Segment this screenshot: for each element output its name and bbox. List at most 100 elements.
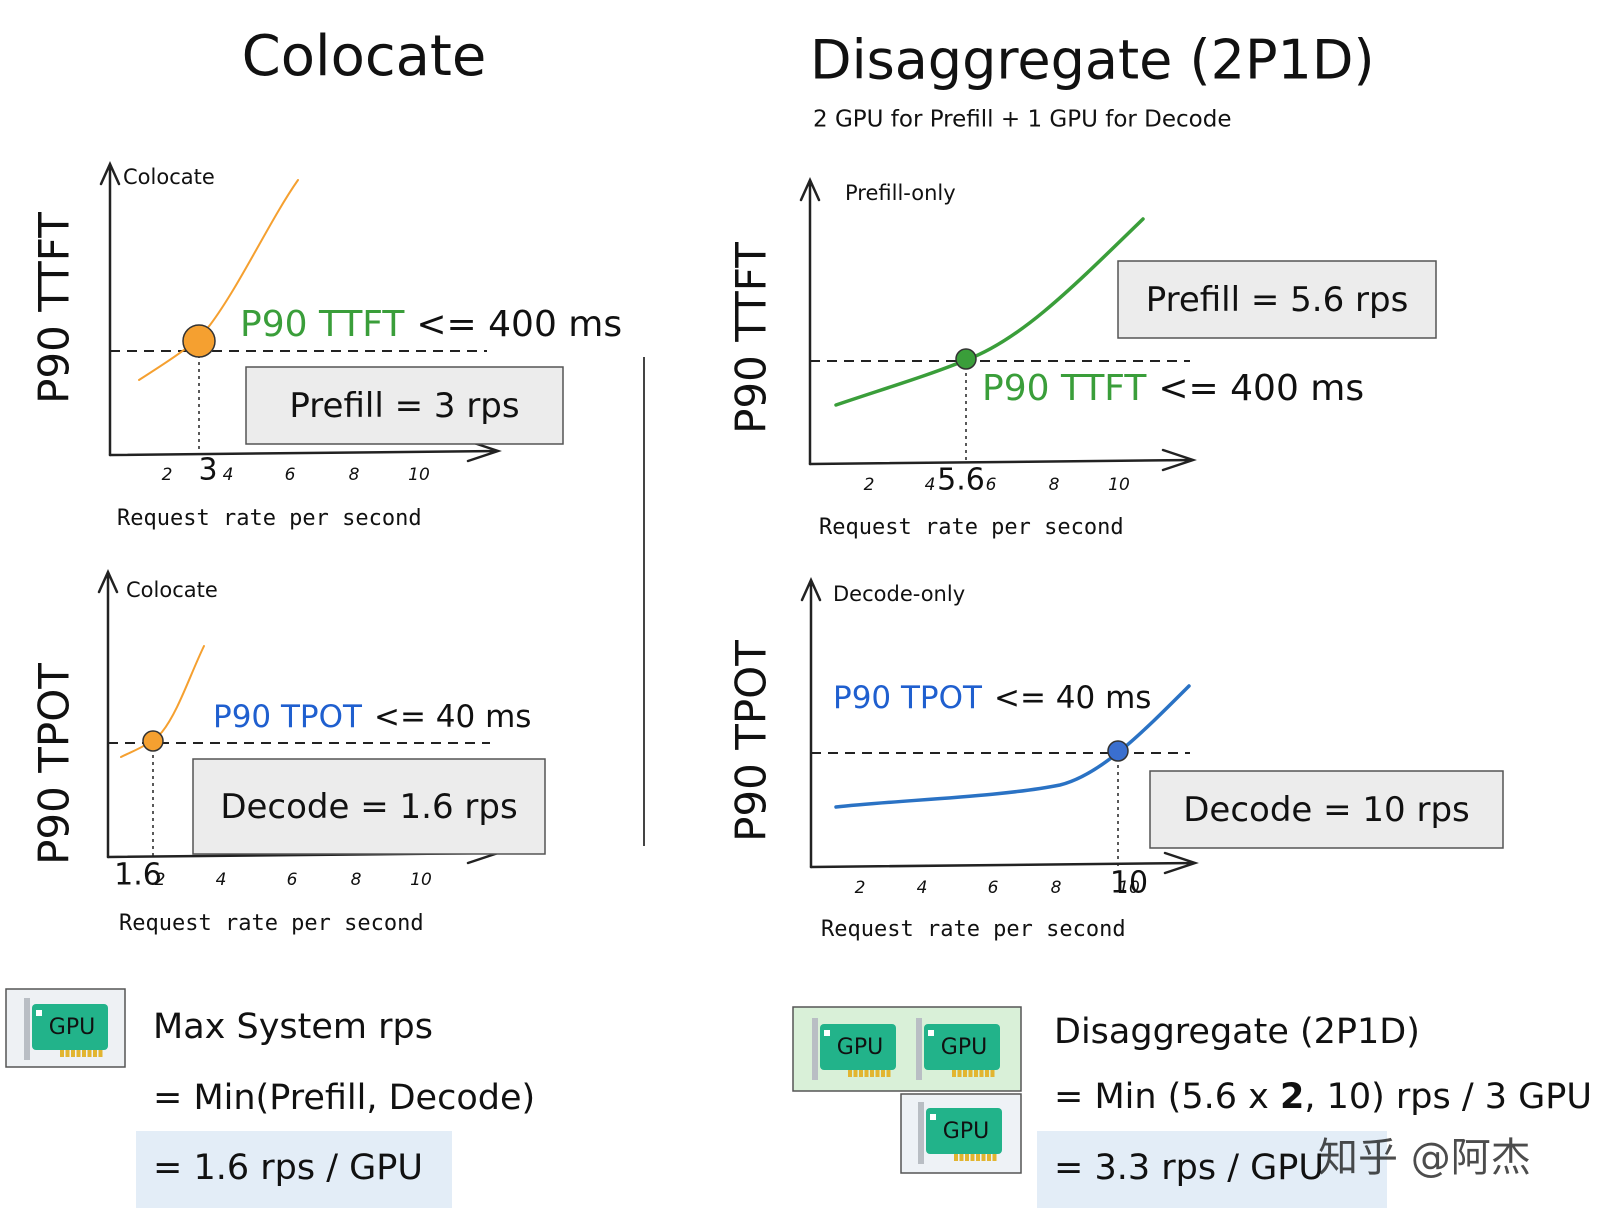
gpu-fan bbox=[930, 1114, 936, 1120]
gpu-pin bbox=[979, 1070, 984, 1077]
curve bbox=[138, 179, 299, 381]
result-text: Prefill = 3 rps bbox=[289, 386, 519, 426]
gpu-pin bbox=[859, 1070, 863, 1077]
gpu-pin bbox=[87, 1050, 92, 1057]
slo-metric: P90 TPOT bbox=[213, 699, 363, 735]
x-tick-label: 4 bbox=[216, 870, 227, 890]
gpu-pin bbox=[870, 1070, 874, 1077]
x-axis bbox=[808, 448, 1197, 472]
x-tick-label: 8 bbox=[349, 465, 360, 485]
y-axis-label: P90 TTFT bbox=[727, 242, 776, 434]
x-tick-label: 8 bbox=[1051, 878, 1062, 898]
slo-text: P90 TTFT <= 400 ms bbox=[240, 304, 622, 345]
highlight bbox=[1037, 1131, 1387, 1208]
x-tick-label: 8 bbox=[351, 870, 362, 890]
gpu-pin bbox=[970, 1154, 975, 1161]
series-label: Colocate bbox=[126, 578, 218, 602]
gpu-pin bbox=[848, 1070, 852, 1077]
gpu-bracket bbox=[812, 1018, 818, 1080]
gpu-pin bbox=[985, 1070, 989, 1077]
y-axis bbox=[800, 576, 822, 869]
x-tick-label: 2 bbox=[162, 465, 173, 485]
gpu-icon: GPU bbox=[812, 1018, 896, 1080]
gpu-pin bbox=[886, 1070, 891, 1077]
gpu-pin bbox=[82, 1050, 86, 1057]
gpu-pin bbox=[963, 1070, 967, 1077]
x-tick-label: 6 bbox=[287, 870, 298, 890]
gpu-icon: GPU bbox=[918, 1102, 1002, 1164]
marker-tick: 10 bbox=[1110, 866, 1148, 901]
marker-tick: 5.6 bbox=[937, 463, 985, 498]
gpu-icon: GPU bbox=[916, 1018, 1000, 1080]
marker-tick: 1.6 bbox=[114, 858, 162, 893]
x-axis-label: Request rate per second bbox=[117, 506, 422, 531]
series-label: Decode-only bbox=[833, 582, 965, 606]
slo-text: P90 TPOT <= 40 ms bbox=[213, 699, 531, 735]
gpu-pin bbox=[864, 1070, 869, 1077]
gpu-pin bbox=[65, 1050, 70, 1057]
gpu-pin bbox=[968, 1070, 973, 1077]
x-tick-label: 10 bbox=[1108, 475, 1130, 495]
summary-line: = Min (5.6 x 2, 10) rps / 3 GPU bbox=[1054, 1077, 1592, 1117]
series-label: Colocate bbox=[123, 165, 215, 189]
operating-point bbox=[182, 324, 216, 358]
result-text: Decode = 1.6 rps bbox=[220, 787, 517, 827]
result-box bbox=[1149, 770, 1504, 849]
result-text: Decode = 10 rps bbox=[1183, 790, 1470, 830]
x-tick-label: 4 bbox=[917, 878, 928, 898]
gpu-label: GPU bbox=[837, 1035, 883, 1060]
summary-line: = 1.6 rps / GPU bbox=[153, 1148, 423, 1188]
result-box bbox=[245, 366, 564, 445]
x-axis-label: Request rate per second bbox=[119, 911, 424, 936]
gpu-label: GPU bbox=[49, 1015, 95, 1040]
x-tick-label: 8 bbox=[1049, 475, 1060, 495]
gpu-fan bbox=[36, 1010, 42, 1016]
summary-part: = Min (5.6 x bbox=[1054, 1077, 1280, 1117]
gpu-bracket bbox=[916, 1018, 922, 1080]
slo-text: P90 TPOT <= 40 ms bbox=[833, 680, 1151, 716]
chart: 2 4 6 8 10 5.6 Request rate per second Prefill-… bbox=[727, 176, 1437, 540]
series-label: Prefill-only bbox=[845, 181, 956, 205]
left-title: Colocate bbox=[242, 24, 487, 89]
chart: 2 4 6 8 10 3 Request rate per second Colocate P9… bbox=[30, 160, 622, 531]
x-tick-label: 10 bbox=[410, 870, 432, 890]
gpu-pin bbox=[98, 1050, 103, 1057]
x-tick-label: 6 bbox=[988, 878, 999, 898]
x-tick-label: 2 bbox=[155, 870, 166, 890]
gpu-label: GPU bbox=[941, 1035, 987, 1060]
gpu-bracket bbox=[24, 998, 30, 1060]
x-tick-label: 10 bbox=[408, 465, 430, 485]
summary-part: , 10) rps / 3 GPU bbox=[1304, 1077, 1592, 1117]
gpu-pin bbox=[990, 1070, 995, 1077]
x-tick-label: 4 bbox=[925, 475, 936, 495]
gpu-pin bbox=[974, 1070, 978, 1077]
gpu-pin bbox=[965, 1154, 969, 1161]
curve bbox=[834, 684, 1191, 809]
slo-limit: <= 40 ms bbox=[374, 699, 531, 735]
x-axis-label: Request rate per second bbox=[819, 515, 1124, 540]
x-tick-label: 2 bbox=[864, 475, 875, 495]
chart: 2 4 6 8 10 1.6 Request rate per second Colocate… bbox=[30, 568, 546, 936]
slo-metric: P90 TTFT bbox=[982, 368, 1147, 409]
result-box bbox=[192, 758, 546, 855]
summary-line: = 3.3 rps / GPU bbox=[1054, 1148, 1324, 1188]
operating-point bbox=[142, 730, 164, 752]
gpu-pin bbox=[875, 1070, 880, 1077]
x-tick-label: 6 bbox=[285, 465, 296, 485]
slo-metric: P90 TPOT bbox=[833, 680, 983, 716]
gpu-board bbox=[926, 1108, 1002, 1154]
right-title: Disaggregate (2P1D) bbox=[810, 29, 1375, 92]
gpu-pin bbox=[60, 1050, 64, 1057]
gpu-board bbox=[820, 1024, 896, 1070]
curve bbox=[120, 645, 205, 758]
gpu-pin bbox=[987, 1154, 991, 1161]
y-axis-label: P90 TTFT bbox=[30, 212, 79, 404]
gpu-pin bbox=[954, 1154, 958, 1161]
gpu-pin bbox=[981, 1154, 986, 1161]
gpu-pin bbox=[93, 1050, 97, 1057]
watermark: 知乎 @阿杰 bbox=[1318, 1135, 1531, 1181]
operating-point bbox=[1107, 740, 1129, 762]
y-axis-label: P90 TPOT bbox=[727, 640, 776, 842]
